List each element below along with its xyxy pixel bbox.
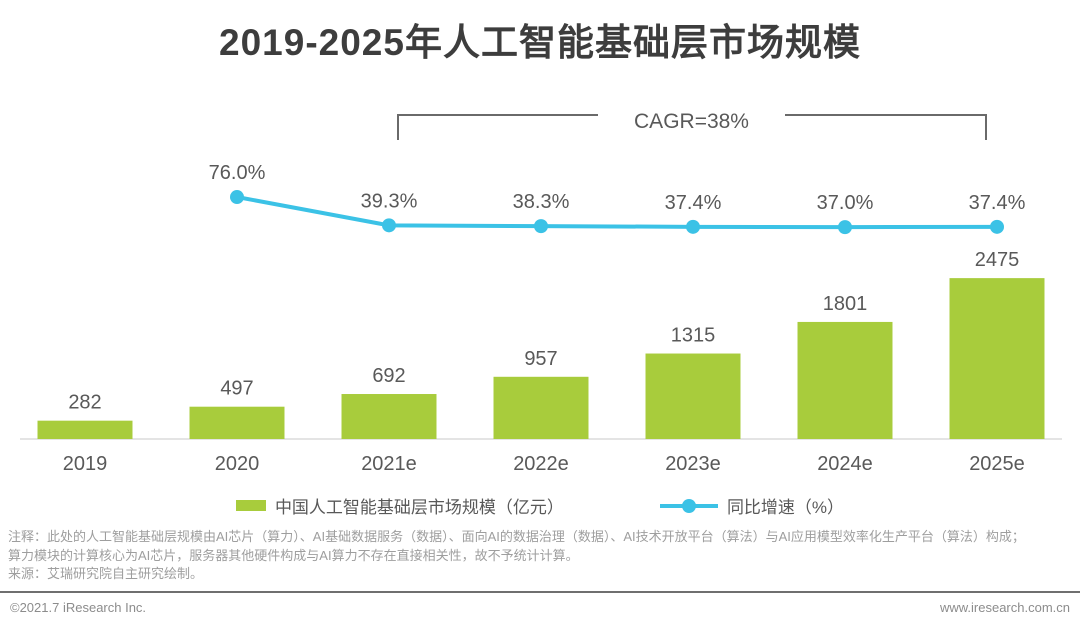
line-point-2020	[230, 190, 244, 205]
bar-2019	[37, 420, 133, 439]
note-line-2: 算力模块的计算核心为AI芯片，服务器其他硬件构成与AI算力不存在直接相关性，故不…	[8, 547, 579, 563]
line-legend-swatch-icon	[659, 498, 718, 513]
x-axis-tick-2020: 2020	[215, 453, 260, 475]
line-point-label-2023e: 37.4%	[665, 192, 722, 214]
bar-legend-swatch-icon	[235, 500, 266, 511]
line-point-2022e	[534, 219, 548, 234]
line-point-label-2025e: 37.4%	[969, 192, 1026, 214]
footer: ©2021.7 iResearch Inc. www.iresearch.com…	[10, 600, 1070, 615]
bar-2025e	[949, 278, 1045, 439]
bar-2022e	[493, 376, 589, 439]
x-axis-tick-2019: 2019	[63, 453, 108, 475]
line-point-2025e	[990, 219, 1004, 234]
line-point-label-2024e: 37.0%	[817, 192, 874, 214]
line-point-label-2021e: 39.3%	[361, 190, 418, 212]
legend-item-growth-rate: 同比增速（%）	[659, 493, 845, 518]
bar-2023e	[645, 353, 741, 439]
line-point-label-2020: 76.0%	[209, 162, 266, 184]
line-legend-label: 同比增速（%）	[726, 498, 845, 517]
source-line: 来源：艾瑞研究院自主研究绘制。	[8, 566, 204, 581]
bar-2020	[189, 406, 285, 439]
bar-value-label-2025e: 2475	[975, 249, 1020, 271]
bar-value-label-2020: 497	[220, 378, 253, 400]
footer-copyright: ©2021.7 iResearch Inc.	[10, 600, 147, 615]
cagr-label: CAGR=38%	[634, 110, 749, 133]
cagr-bracket-left	[397, 114, 598, 140]
footer-divider	[0, 591, 1080, 593]
line-point-label-2022e: 38.3%	[513, 191, 570, 213]
line-point-2021e	[382, 218, 396, 233]
bar-legend-label: 中国人工智能基础层市场规模（亿元）	[274, 498, 564, 517]
x-axis-tick-2023e: 2023e	[665, 453, 721, 475]
bar-value-label-2019: 282	[68, 392, 101, 414]
bar-value-label-2024e: 1801	[823, 293, 868, 315]
notes-block: 注释：此处的人工智能基础层规模由AI芯片（算力）、AI基础数据服务（数据）、面向…	[8, 528, 1076, 584]
bar-value-label-2021e: 692	[372, 365, 405, 387]
x-axis-tick-2024e: 2024e	[817, 453, 873, 475]
bar-2021e	[341, 394, 437, 439]
bar-value-label-2022e: 957	[524, 348, 557, 370]
x-axis-tick-2025e: 2025e	[969, 453, 1025, 475]
footer-url: www.iresearch.com.cn	[939, 600, 1070, 615]
bar-2024e	[797, 321, 893, 439]
chart-title: 2019-2025年人工智能基础层市场规模	[219, 22, 861, 63]
legend-item-market-size: 中国人工智能基础层市场规模（亿元）	[235, 493, 564, 518]
bar-value-label-2023e: 1315	[671, 325, 716, 347]
cagr-bracket-right	[785, 114, 987, 140]
line-point-2023e	[686, 219, 700, 234]
line-legend-dot-icon	[681, 498, 696, 513]
note-line-1: 注释：此处的人工智能基础层规模由AI芯片（算力）、AI基础数据服务（数据）、面向…	[8, 529, 1025, 544]
x-axis-tick-2021e: 2021e	[361, 453, 417, 475]
line-point-2024e	[838, 220, 852, 235]
growth-rate-line	[236, 195, 998, 230]
x-axis-tick-2022e: 2022e	[513, 453, 569, 475]
legend: 中国人工智能基础层市场规模（亿元） 同比增速（%）	[0, 493, 1080, 518]
